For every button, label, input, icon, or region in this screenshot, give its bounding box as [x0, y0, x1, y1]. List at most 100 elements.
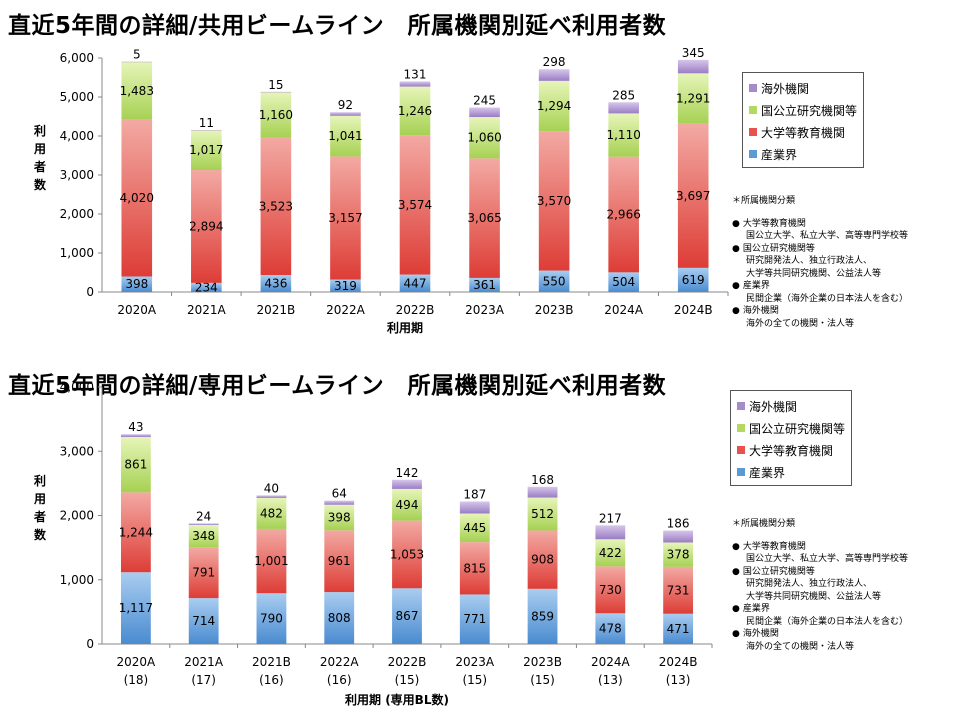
- notes-description: 海外の全ての機関・法人等: [746, 641, 855, 652]
- notes-description: 研究開発法人、独立行政法人、: [746, 579, 873, 589]
- legend-swatch: [749, 150, 757, 158]
- dedicated-beamline-chart: 0 1,000 2,000 3,000 4,000 利用者数 2020A (18) 1,117 1…: [33, 380, 713, 707]
- legend-item: 大学等教育機関: [749, 121, 857, 143]
- bar-segment-university: [469, 158, 500, 278]
- y-tick-label: 3,000: [60, 168, 94, 182]
- data-label: 422: [599, 546, 622, 560]
- bar-segment-university: [324, 530, 355, 593]
- y-tick-label: 3,000: [60, 444, 94, 458]
- x-tick-label: 2022B: [388, 655, 427, 669]
- shared-beamline-chart: 0 1,000 2,000 3,000 4,000 5,000 6,000 利用者数 2020A…: [33, 46, 729, 335]
- data-label: 398: [328, 511, 351, 525]
- x-tick-label: 2024B: [674, 303, 713, 317]
- bar-segment-overseas: [324, 500, 355, 505]
- bar-segment-university: [595, 566, 626, 614]
- bar-segment-industry: [595, 613, 626, 644]
- x-tick-sublabel: (15): [530, 673, 555, 687]
- notes-description: 海外の全ての機関・法人等: [746, 318, 855, 329]
- classification-notes: ＊所属機関分類大学等教育機関国公立大学、私立大学、高等専門学校等国公立研究機関等…: [732, 518, 908, 653]
- legend-label: 海外機関: [749, 399, 798, 414]
- data-label: 5: [133, 48, 141, 62]
- bar-segment-industry: [121, 276, 153, 292]
- bar-segment-university: [260, 137, 292, 275]
- notes-description: 民間企業（海外企業の日本法人を含む）: [746, 616, 909, 627]
- legend-swatch: [749, 128, 757, 136]
- bar-segment-university: [191, 170, 222, 283]
- data-label: 550: [543, 274, 566, 288]
- notes-description: 研究開発法人、独立行政法人、: [746, 256, 873, 266]
- legend-item: 海外機関: [749, 77, 857, 99]
- data-label: 43: [128, 420, 143, 434]
- bar-segment-overseas: [392, 479, 422, 489]
- notes-category: 大学等教育機関: [732, 541, 908, 554]
- x-tick-sublabel: (16): [259, 673, 284, 687]
- legend-swatch: [737, 446, 745, 454]
- x-tick-label: 2021B: [256, 303, 295, 317]
- data-label: 504: [612, 275, 635, 289]
- bar-segment-national: [324, 504, 355, 531]
- data-label: 2,966: [606, 208, 640, 222]
- chart-legend: 海外機関国公立研究機関等 大学等教育機関産業界: [730, 390, 853, 486]
- bar-segment-university: [459, 542, 490, 595]
- notes-heading: ＊所属機関分類: [732, 196, 796, 206]
- bar-segment-national: [608, 113, 639, 157]
- legend-item: 産業界: [737, 461, 845, 483]
- bar-segment-national: [260, 92, 292, 138]
- data-label: 361: [473, 278, 496, 292]
- legend-swatch: [749, 106, 757, 114]
- data-label: 187: [463, 487, 486, 501]
- data-label: 3,570: [537, 194, 571, 208]
- bar-segment-overseas: [256, 495, 287, 498]
- data-label: 319: [334, 279, 357, 293]
- y-tick-label: 0: [86, 285, 94, 299]
- x-tick-label: 2023A: [465, 303, 505, 317]
- y-tick-label: 4,000: [60, 380, 94, 394]
- data-label: 245: [473, 93, 496, 107]
- data-label: 961: [328, 554, 351, 568]
- bar-segment-university: [188, 547, 219, 599]
- data-label: 40: [264, 481, 279, 495]
- y-tick-label: 6,000: [60, 51, 94, 65]
- legend-label: 国公立研究機関等: [749, 421, 846, 436]
- x-tick-sublabel: (18): [124, 673, 149, 687]
- notes-category: 産業界: [732, 280, 908, 293]
- legend-label: 大学等教育機関: [749, 443, 834, 458]
- legend-label: 海外機関: [761, 81, 810, 96]
- y-axis-title-char: 用: [33, 492, 46, 506]
- bar-segment-national: [538, 80, 570, 132]
- bar-segment-national: [392, 488, 422, 521]
- legend-label: 国公立研究機関等: [761, 103, 858, 118]
- bar-segment-industry: [188, 598, 219, 644]
- data-label: 378: [667, 548, 690, 562]
- bar-segment-industry: [191, 282, 222, 292]
- notes-heading: ＊所属機関分類: [732, 519, 796, 529]
- data-label: 3,157: [328, 211, 362, 225]
- x-tick-label: 2024B: [659, 655, 698, 669]
- data-label: 445: [463, 521, 486, 535]
- data-label: 1,246: [398, 104, 432, 118]
- legend-item: 大学等教育機関: [737, 439, 845, 461]
- data-label: 859: [531, 609, 554, 623]
- data-label: 471: [667, 622, 690, 636]
- bar-segment-overseas: [260, 91, 292, 93]
- notes-description: 大学等共同研究機関、公益法人等: [746, 268, 882, 279]
- bar-segment-university: [527, 530, 558, 589]
- chart-title: 直近5年間の詳細/共用ビームライン 所属機関別延べ利用者数: [8, 13, 667, 39]
- chart-legend: 海外機関 国公立研究機関等 大学等教育機関 産業界: [742, 72, 865, 168]
- chart-panel-dedicated: 直近5年間の詳細/専用ビームライン 所属機関別延べ利用者数 0 1,000 2,00…: [0, 360, 960, 720]
- data-label: 24: [196, 509, 211, 523]
- bar-segment-national: [527, 497, 558, 531]
- bar-segment-overseas: [469, 107, 500, 118]
- bar-segment-overseas: [663, 530, 694, 543]
- bar-segment-university: [608, 156, 639, 273]
- x-axis-title: 利用期: [387, 320, 423, 335]
- x-axis-title: 利用期 (専用BL数): [345, 692, 449, 707]
- data-label: 867: [396, 609, 419, 623]
- x-tick-label: 2024A: [591, 655, 631, 669]
- x-tick-label: 2023A: [455, 655, 495, 669]
- bar-segment-university: [256, 528, 287, 594]
- data-label: 731: [667, 583, 690, 597]
- y-tick-label: 0: [86, 637, 94, 651]
- x-tick-label: 2023B: [523, 655, 562, 669]
- data-label: 4,020: [120, 191, 154, 205]
